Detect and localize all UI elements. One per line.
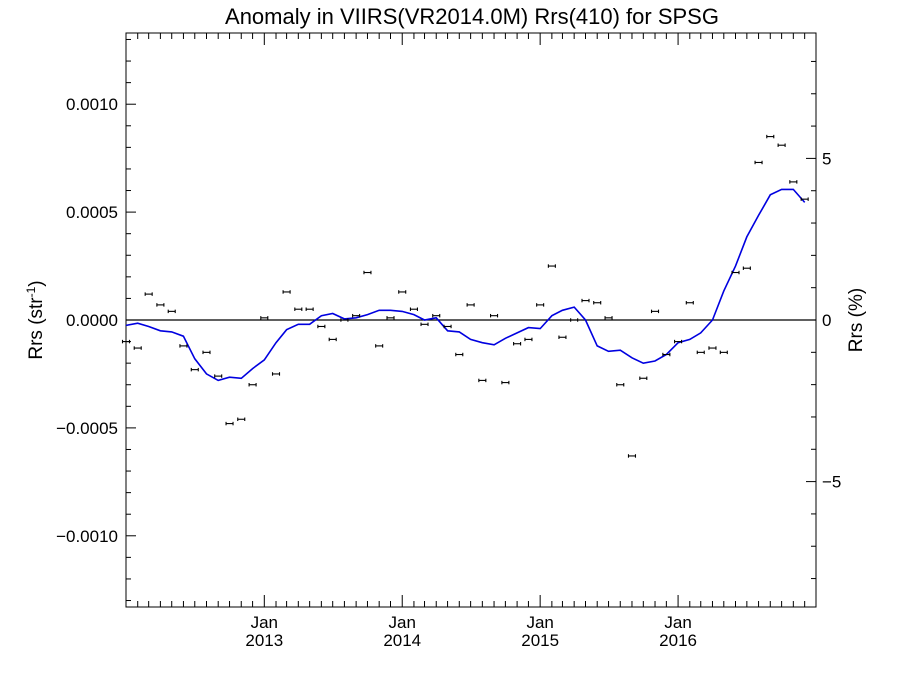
x-tick-label-month: Jan	[526, 613, 553, 632]
x-tick-label-month: Jan	[389, 613, 416, 632]
x-tick-label-year: 2014	[383, 631, 421, 650]
data-point	[340, 318, 349, 322]
y-axis-label-right: Rrs (%)	[846, 288, 867, 352]
data-point	[214, 374, 223, 378]
data-point	[650, 309, 660, 314]
x-tick-label-year: 2016	[659, 631, 697, 650]
y-axis-label-left-sup: -1	[24, 286, 38, 297]
data-point	[271, 372, 281, 376]
data-point	[260, 316, 269, 320]
left-tick-label: −0.0010	[56, 527, 118, 546]
data-point	[742, 266, 751, 270]
data-point	[386, 316, 395, 320]
data-point	[363, 270, 372, 275]
data-point	[513, 342, 522, 346]
data-point	[627, 454, 637, 458]
data-point	[398, 290, 407, 294]
data-point	[443, 324, 452, 329]
chart-title: Anomaly in VIIRS(VR2014.0M) Rrs(410) for…	[225, 4, 719, 29]
left-tick-label: −0.0005	[56, 419, 118, 438]
data-point	[490, 313, 499, 318]
data-point	[558, 335, 567, 339]
data-point	[133, 346, 142, 350]
data-point	[685, 301, 694, 305]
smoothed-line-series	[125, 188, 806, 382]
data-point	[455, 352, 464, 357]
data-point	[524, 337, 533, 342]
data-point	[547, 264, 556, 268]
smoothed-anomaly-line	[125, 188, 806, 382]
data-point	[294, 307, 303, 311]
data-point	[719, 350, 728, 355]
data-point	[696, 350, 705, 355]
data-point	[305, 307, 314, 311]
left-tick-label: 0.0010	[66, 95, 118, 114]
data-point	[156, 303, 165, 307]
left-tick-label: 0.0000	[66, 311, 118, 330]
x-tick-label-month: Jan	[664, 613, 691, 632]
data-point	[754, 160, 763, 165]
data-point	[202, 350, 211, 355]
right-tick-label: −5	[822, 473, 841, 492]
x-tick-label-month: Jan	[251, 613, 278, 632]
y-axis-label-left-base: Rrs (str	[26, 297, 47, 360]
data-point	[420, 322, 429, 327]
data-point	[328, 337, 337, 342]
data-point	[570, 318, 579, 322]
data-point	[766, 134, 775, 139]
data-point	[466, 303, 475, 307]
right-tick-label: 5	[822, 149, 831, 168]
data-point	[478, 378, 487, 383]
y-axis-label-left-tail: )	[26, 280, 47, 286]
right-tick-label: 0	[822, 311, 831, 330]
x-tick-label-year: 2015	[521, 631, 559, 650]
data-point	[282, 290, 291, 294]
data-point	[731, 270, 740, 275]
data-point	[800, 197, 809, 201]
data-point	[432, 313, 441, 318]
data-point	[501, 380, 510, 385]
data-point	[121, 339, 131, 344]
data-point	[190, 367, 199, 372]
data-point	[616, 383, 625, 387]
data-point	[237, 417, 246, 421]
data-point	[604, 316, 613, 320]
x-tick-label-year: 2013	[245, 631, 283, 650]
data-point	[777, 143, 786, 147]
data-point	[662, 352, 671, 357]
data-point	[409, 307, 418, 311]
data-point	[674, 339, 683, 344]
data-point	[179, 344, 188, 348]
data-point	[536, 303, 545, 307]
data-point	[225, 421, 234, 426]
data-point	[639, 376, 648, 380]
left-tick-label: 0.0005	[66, 203, 118, 222]
data-point	[375, 344, 384, 348]
data-point	[352, 313, 361, 318]
right-y-axis: 5 0 −5	[806, 60, 841, 580]
data-point	[708, 346, 717, 350]
data-point	[789, 180, 798, 184]
y-axis-label-left: Rrs (str-1)	[24, 280, 47, 359]
data-point	[593, 301, 602, 305]
data-point	[167, 309, 176, 314]
monthly-points-series	[121, 134, 809, 458]
data-point	[248, 383, 257, 387]
data-point	[144, 292, 153, 296]
left-y-axis: 0.0010 0.0005 0.0000 −0.0005 −0.0010	[56, 38, 136, 602]
data-point	[317, 324, 326, 329]
data-point	[581, 298, 590, 303]
